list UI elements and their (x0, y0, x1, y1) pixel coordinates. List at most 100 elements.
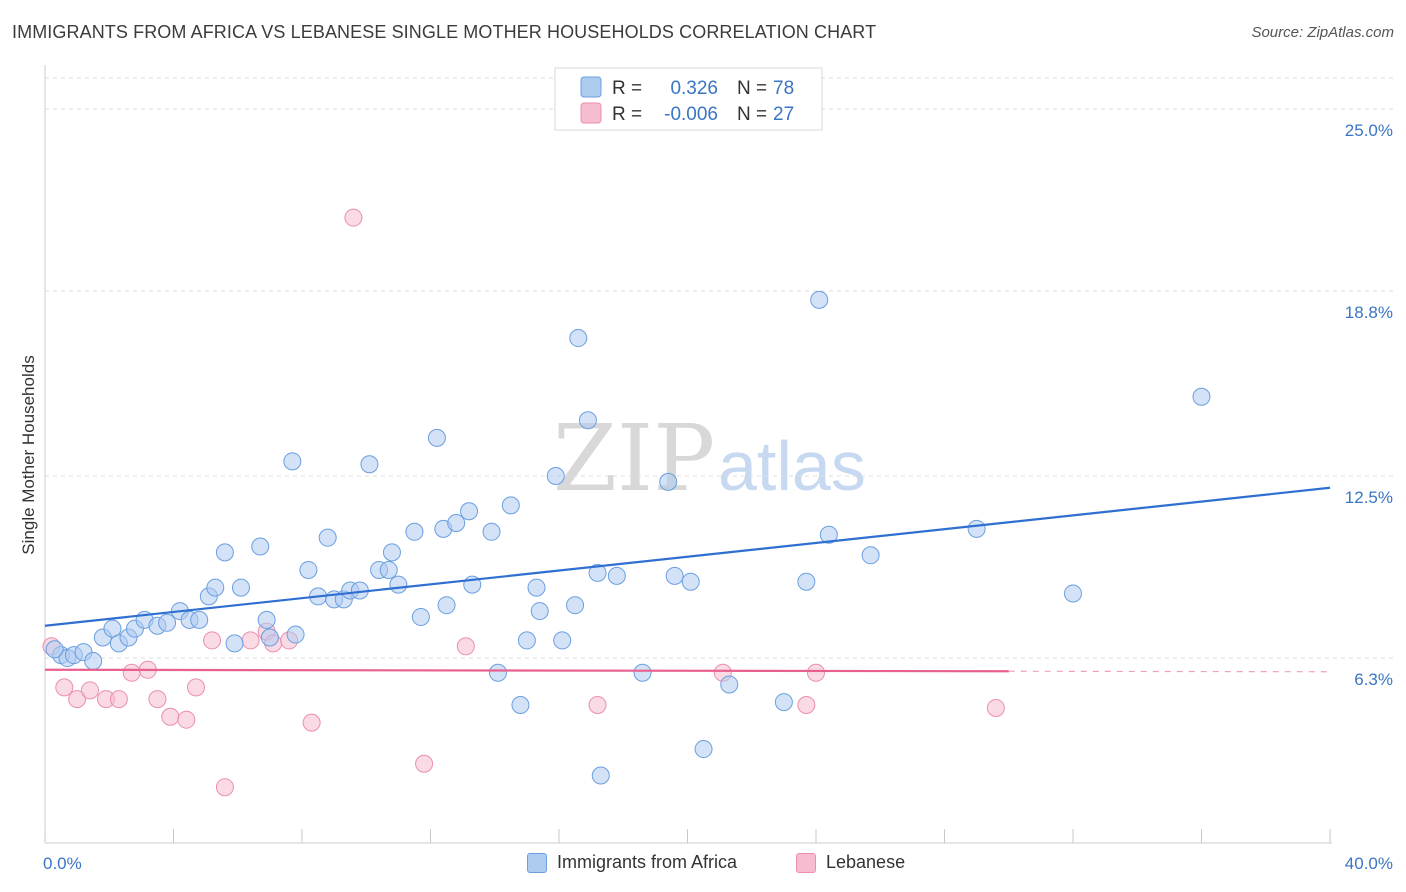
legend-n-label-africa: N = (737, 78, 767, 99)
series-legend: Immigrants from Africa Lebanese (0, 852, 1406, 878)
africa-point (427, 428, 446, 447)
africa-point (215, 543, 234, 562)
legend-r-label-lebanese: R = (612, 104, 642, 125)
legend-item-lebanese[interactable]: Lebanese (796, 852, 905, 873)
africa-point (1192, 387, 1211, 406)
chart-title: IMMIGRANTS FROM AFRICA VS LEBANESE SINGL… (12, 22, 877, 42)
x-tick-label-min: 0.0% (43, 854, 82, 873)
y-tick-label: 12.5% (1345, 488, 1393, 507)
legend-swatch-lebanese (580, 102, 602, 124)
x-tick-label-max: 40.0% (1345, 854, 1393, 873)
y-tick-label: 18.8% (1345, 303, 1393, 322)
africa-point (694, 740, 713, 759)
africa-point (681, 572, 700, 591)
africa-point (607, 566, 626, 585)
africa-point (967, 519, 986, 538)
x-ticks (44, 829, 1331, 843)
y-tick-label: 6.3% (1354, 670, 1393, 689)
africa-point (546, 467, 565, 486)
africa-point (437, 596, 456, 615)
africa-point (591, 766, 610, 785)
africa-point (45, 640, 64, 659)
lebanese-point (68, 690, 87, 709)
africa-point (225, 634, 244, 653)
africa-point (405, 522, 424, 541)
correlation-legend: R = 0.326 N = 78 R = -0.006 N = 27 (554, 67, 823, 131)
africa-point (360, 455, 379, 474)
africa-point (206, 578, 225, 597)
legend-swatch-africa-bottom (527, 852, 547, 873)
africa-point (283, 452, 302, 471)
lebanese-point (161, 707, 180, 726)
africa-point (318, 528, 337, 547)
africa-point (84, 651, 103, 670)
legend-label-africa: Immigrants from Africa (557, 852, 738, 872)
africa-point (553, 631, 572, 650)
lebanese-point (986, 698, 1005, 717)
lebanese-point (415, 754, 434, 773)
lebanese-point (186, 678, 205, 697)
africa-point (819, 525, 838, 544)
legend-r-value-africa: 0.326 (670, 78, 718, 99)
lebanese-trend-line (44, 668, 1009, 673)
lebanese-point (80, 681, 99, 700)
legend-label-lebanese: Lebanese (826, 852, 906, 872)
africa-points (45, 290, 1211, 785)
africa-point (251, 537, 270, 556)
africa-point (1064, 584, 1082, 603)
lebanese-point (148, 690, 167, 709)
africa-point (379, 560, 398, 579)
lebanese-point (456, 637, 475, 656)
y-axis-title: Single Mother Households (19, 355, 38, 554)
lebanese-point (177, 710, 196, 729)
legend-n-value-lebanese: 27 (773, 104, 794, 125)
africa-point (810, 290, 829, 309)
lebanese-point (215, 778, 234, 797)
africa-point (286, 625, 305, 644)
y-tick-labels: 6.3% 12.5% 18.8% 25.0% (1345, 121, 1393, 689)
africa-point (460, 502, 479, 521)
africa-point (447, 513, 466, 532)
africa-point (861, 546, 880, 565)
lebanese-point (797, 696, 816, 715)
legend-r-value-lebanese: -0.006 (664, 104, 718, 125)
africa-point (797, 572, 816, 591)
source-label: Source: ZipAtlas.com (1251, 24, 1394, 41)
lebanese-point (55, 678, 74, 697)
africa-point (569, 329, 588, 348)
lebanese-point (241, 631, 260, 650)
lebanese-point (344, 208, 363, 227)
africa-point (659, 472, 678, 491)
africa-point (517, 631, 536, 650)
africa-point (482, 522, 501, 541)
africa-point (530, 602, 549, 621)
africa-trend-line (44, 486, 1331, 627)
lebanese-point (807, 663, 825, 682)
watermark-atlas: atlas (718, 427, 866, 505)
y-tick-label: 25.0% (1345, 121, 1393, 140)
axes (44, 65, 1332, 844)
africa-point (665, 566, 684, 585)
africa-point (190, 610, 209, 629)
africa-point (511, 696, 530, 715)
trend-lines (44, 486, 1331, 673)
legend-n-value-africa: 78 (773, 78, 794, 99)
legend-swatch-africa (580, 76, 602, 98)
africa-point (588, 563, 607, 582)
legend-r-label-africa: R = (612, 78, 642, 99)
africa-point (389, 575, 408, 594)
africa-point (158, 613, 177, 632)
lebanese-point (302, 713, 321, 732)
legend-n-label-lebanese: N = (737, 104, 767, 125)
africa-point (720, 675, 739, 694)
africa-point (260, 628, 279, 647)
africa-point (231, 578, 250, 597)
legend-swatch-lebanese-bottom (796, 852, 816, 873)
legend-item-africa[interactable]: Immigrants from Africa (527, 852, 737, 873)
africa-point (411, 607, 430, 626)
africa-point (527, 578, 546, 597)
watermark-zip: ZIP (553, 405, 715, 512)
africa-point (257, 610, 276, 629)
lebanese-point (122, 663, 141, 682)
